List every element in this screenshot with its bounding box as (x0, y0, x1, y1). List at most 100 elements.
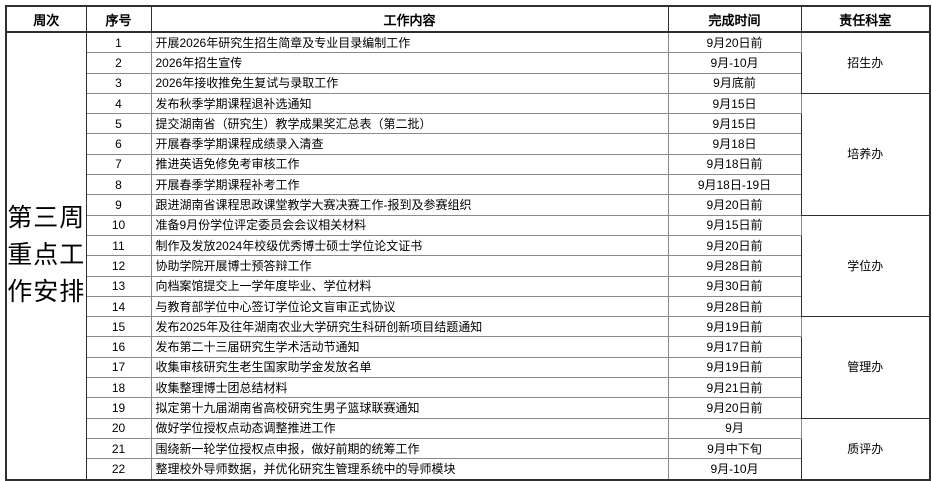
row-number-cell: 17 (85, 356, 152, 379)
deadline-cell: 9月15日 (667, 113, 802, 135)
table-row: 17 收集审核研究生老生国家助学金发放名单 9月19日前 (6, 356, 930, 379)
work-content-cell: 2026年接收推免生复试与录取工作 (150, 72, 669, 94)
department-cell: 管理办 (800, 316, 931, 419)
deadline-cell: 9月-10月 (667, 52, 802, 74)
row-number-cell: 21 (85, 437, 152, 460)
deadline-cell: 9月20日前 (667, 234, 802, 257)
work-content-cell: 围绕新一轮学位授权点申报，做好前期的统筹工作 (150, 437, 669, 460)
deadline-cell: 9月20日前 (667, 31, 802, 54)
work-content-cell: 收集审核研究生老生国家助学金发放名单 (150, 356, 669, 379)
table-row: 5 提交湖南省（研究生）教学成果奖汇总表（第二批） 9月15日 (6, 113, 930, 135)
work-content-cell: 收集整理博士团总结材料 (150, 377, 669, 399)
work-content-cell: 提交湖南省（研究生）教学成果奖汇总表（第二批） (150, 113, 669, 135)
table-row: 4 发布秋季学期课程退补选通知 9月15日 培养办 (6, 92, 931, 216)
table-row: 12 协助学院开展博士预答辩工作 9月28日前 (6, 255, 930, 277)
work-content-cell: 发布秋季学期课程退补选通知 (150, 92, 669, 115)
row-number-cell: 19 (85, 397, 152, 419)
table-row: 第三周重点工作安排 1 开展2026年研究生招生简章及专业目录编制工作 9月20日前招… (5, 31, 931, 481)
deadline-cell: 9月17日前 (667, 336, 802, 358)
header-no: 序号 (85, 5, 152, 33)
deadline-cell: 9月21日前 (667, 377, 802, 399)
table-row: 3 2026年接收推免生复试与录取工作 9月底前 (6, 72, 930, 94)
header-department: 责任科室 (800, 5, 931, 33)
table-row: 9 跟进湖南省课程思政课堂教学大赛决赛工作-报到及参赛组织 9月20日前 (6, 194, 930, 216)
row-number-cell: 16 (85, 336, 152, 358)
deadline-cell: 9月-10月 (667, 458, 802, 481)
department-cell: 学位办 (800, 214, 931, 318)
work-content-cell: 推进英语免修免考审核工作 (150, 153, 669, 176)
table-row: 7 推进英语免修免考审核工作 9月18日前 (6, 153, 930, 176)
work-content-cell: 做好学位授权点动态调整推进工作 (150, 417, 669, 439)
row-number-cell: 1 (85, 31, 152, 54)
row-number-cell: 9 (85, 194, 152, 216)
row-number-cell: 10 (85, 214, 152, 236)
header-deadline: 完成时间 (667, 5, 802, 33)
deadline-cell: 9月中下旬 (667, 437, 802, 460)
deadline-cell: 9月18日 (667, 133, 802, 155)
table-row: 2 2026年招生宣传 9月-10月 (6, 52, 930, 74)
deadline-cell: 9月 (667, 417, 802, 439)
table-row: 14 与教育部学位中心签订学位论文盲审正式协议 9月28日前 (6, 295, 930, 318)
deadline-cell: 9月15日前 (667, 214, 802, 236)
row-number-cell: 4 (85, 92, 152, 115)
work-content-cell: 整理校外导师数据，并优化研究生管理系统中的导师模块 (150, 458, 669, 481)
work-content-cell: 发布2025年及往年湖南农业大学研究生科研创新项目结题通知 (150, 316, 669, 338)
row-number-cell: 12 (85, 255, 152, 277)
row-number-cell: 13 (85, 275, 152, 297)
table-row: 11 制作及发放2024年校级优秀博士硕士学位论文证书 9月20日前 (6, 234, 930, 257)
work-content-cell: 与教育部学位中心签订学位论文盲审正式协议 (150, 295, 669, 318)
work-content-cell: 拟定第十九届湖南省高校研究生男子篮球联赛通知 (150, 397, 669, 419)
work-content-cell: 制作及发放2024年校级优秀博士硕士学位论文证书 (150, 234, 669, 257)
row-number-cell: 18 (85, 377, 152, 399)
row-number-cell: 14 (85, 295, 152, 318)
row-number-cell: 11 (85, 234, 152, 257)
work-content-cell: 开展春季学期课程补考工作 (150, 174, 669, 196)
work-schedule-table: 周次 序号 工作内容 完成时间 责任科室 第三周重点工作安排 1 开展2026年研究… (5, 5, 931, 481)
work-content-cell: 准备9月份学位评定委员会会议相关材料 (150, 214, 669, 236)
header-content: 工作内容 (150, 5, 669, 33)
row-number-cell: 22 (85, 458, 152, 481)
department-cell: 质评办 (800, 417, 931, 481)
deadline-cell: 9月20日前 (667, 194, 802, 216)
table-row: 18 收集整理博士团总结材料 9月21日前 (6, 377, 930, 399)
week-title-cell: 第三周重点工作安排 (5, 31, 87, 481)
header-week: 周次 (5, 5, 87, 33)
deadline-cell: 9月15日 (667, 92, 802, 115)
table-row: 21 围绕新一轮学位授权点申报，做好前期的统筹工作 9月中下旬 (6, 437, 930, 460)
row-number-cell: 2 (85, 52, 152, 74)
deadline-cell: 9月18日前 (667, 153, 802, 176)
work-content-cell: 协助学院开展博士预答辩工作 (150, 255, 669, 277)
deadline-cell: 9月19日前 (667, 316, 802, 338)
table-header: 周次 序号 工作内容 完成时间 责任科室 (5, 5, 931, 33)
row-number-cell: 20 (85, 417, 152, 439)
work-content-cell: 开展春季学期课程成绩录入清查 (150, 133, 669, 155)
deadline-cell: 9月19日前 (667, 356, 802, 379)
work-content-cell: 发布第二十三届研究生学术活动节通知 (150, 336, 669, 358)
deadline-cell: 9月18日-19日 (667, 174, 802, 196)
row-number-cell: 5 (85, 113, 152, 135)
work-content-cell: 开展2026年研究生招生简章及专业目录编制工作 (150, 31, 669, 54)
row-number-cell: 6 (85, 133, 152, 155)
table-row: 10 准备9月份学位评定委员会会议相关材料 9月15日前 学位办 (6, 214, 931, 318)
work-content-cell: 跟进湖南省课程思政课堂教学大赛决赛工作-报到及参赛组织 (150, 194, 669, 216)
department-cell: 培养办 (800, 92, 931, 216)
department-cell: 招生办 (800, 31, 931, 94)
work-content-cell: 向档案馆提交上一学年度毕业、学位材料 (150, 275, 669, 297)
deadline-cell: 9月底前 (667, 72, 802, 94)
header-row: 周次 序号 工作内容 完成时间 责任科室 (5, 5, 931, 33)
table-row: 19 拟定第十九届湖南省高校研究生男子篮球联赛通知 9月20日前 (6, 397, 930, 419)
deadline-cell: 9月30日前 (667, 275, 802, 297)
table-row: 6 开展春季学期课程成绩录入清查 9月18日 (6, 133, 930, 155)
row-number-cell: 7 (85, 153, 152, 176)
row-number-cell: 3 (85, 72, 152, 94)
deadline-cell: 9月28日前 (667, 295, 802, 318)
table-row: 15 发布2025年及往年湖南农业大学研究生科研创新项目结题通知 9月19日前 管理办 (6, 316, 931, 419)
work-content-cell: 2026年招生宣传 (150, 52, 669, 74)
table-body: 第三周重点工作安排 1 开展2026年研究生招生简章及专业目录编制工作 9月20日前招… (5, 31, 931, 481)
week-title: 第三周重点工作安排 (7, 204, 86, 307)
table-row: 22 整理校外导师数据，并优化研究生管理系统中的导师模块 9月-10月 (6, 458, 930, 481)
table-row: 8 开展春季学期课程补考工作 9月18日-19日 (6, 174, 930, 196)
deadline-cell: 9月28日前 (667, 255, 802, 277)
row-number-cell: 15 (85, 316, 152, 338)
table-row: 13 向档案馆提交上一学年度毕业、学位材料 9月30日前 (6, 275, 930, 297)
